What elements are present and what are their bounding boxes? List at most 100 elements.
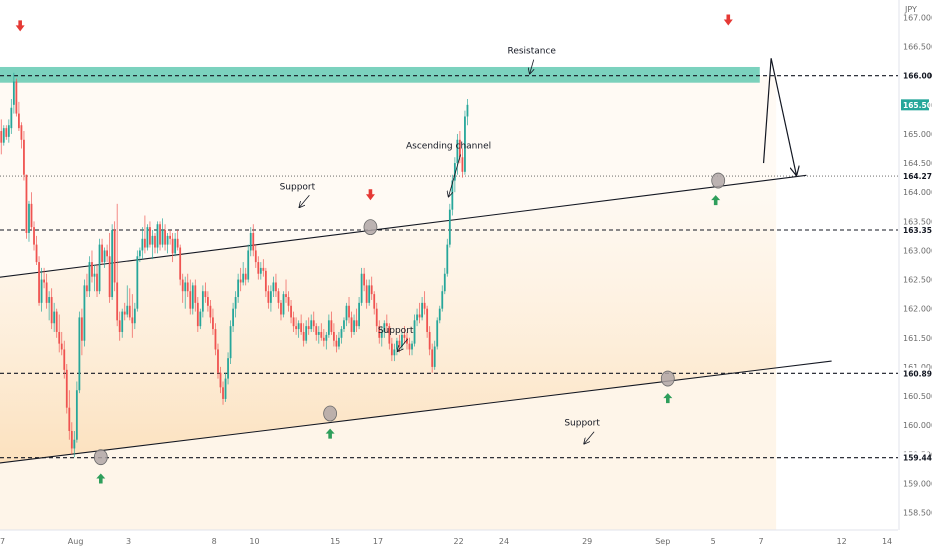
down-arrow-icon [723, 14, 733, 26]
candle-body [25, 174, 28, 233]
candle [385, 314, 388, 332]
candle [111, 224, 114, 300]
candle [302, 323, 305, 347]
down-arrow-icon [15, 20, 25, 32]
annotation-label: Resistance [507, 47, 556, 57]
candle-body [63, 349, 66, 370]
candle-body [325, 334, 328, 341]
current-level-badge-text: 164.277 [903, 172, 932, 181]
y-tick-label: 161.000 [903, 363, 932, 372]
candle [194, 279, 197, 312]
candle [81, 308, 83, 356]
candle-body [156, 224, 159, 248]
candle [426, 305, 429, 338]
candle [15, 78, 18, 117]
candle-body [234, 297, 237, 309]
x-tick-label: 5 [711, 537, 716, 546]
candle [340, 326, 343, 344]
candle-body [227, 358, 229, 379]
candle-body [333, 331, 335, 341]
annotation-leader [584, 431, 595, 444]
candle [141, 227, 144, 260]
candle [68, 390, 71, 440]
candle [98, 238, 101, 295]
candle [282, 291, 285, 318]
candle [262, 259, 265, 277]
touch-circle [711, 172, 726, 189]
candle [149, 221, 151, 248]
candle [421, 297, 423, 321]
candle-body [290, 305, 292, 318]
candle-body [398, 340, 401, 347]
candle-body [421, 302, 423, 318]
lower-level-badge [901, 452, 929, 464]
current-level-badge [901, 170, 929, 182]
candle-body [461, 157, 464, 172]
candle-body [222, 387, 224, 399]
candle [86, 273, 88, 298]
candle [461, 148, 464, 178]
candle-body [393, 349, 396, 356]
candle [368, 279, 371, 306]
candle [370, 276, 373, 300]
candle-body [154, 235, 156, 248]
candle [443, 267, 446, 295]
candle [353, 314, 355, 335]
candle-body [58, 331, 61, 344]
candle [101, 238, 103, 265]
candle [156, 221, 159, 254]
candle-body [7, 125, 10, 137]
candle [154, 232, 156, 254]
candle-body [239, 279, 242, 283]
candle [18, 101, 20, 132]
candle-body [262, 267, 265, 271]
candle [45, 273, 48, 309]
candle-body [28, 203, 30, 233]
candle [403, 326, 406, 344]
candle-body [93, 273, 96, 277]
candle-body [297, 323, 300, 330]
candle-body [259, 267, 262, 274]
candle-body [204, 291, 207, 298]
candle [38, 256, 40, 306]
x-tick-label: 24 [499, 537, 509, 546]
candle [65, 364, 68, 414]
candle-body [149, 227, 151, 245]
candle [0, 119, 3, 155]
y-tick-label: 162.000 [903, 305, 932, 314]
candle-body [159, 224, 161, 245]
candle [53, 302, 56, 332]
candle-body [18, 113, 20, 129]
candle [333, 323, 335, 347]
y-tick-label: 162.500 [903, 276, 932, 285]
x-tick-label: 7 [758, 537, 763, 546]
candle [58, 314, 61, 353]
candle-body [138, 250, 141, 257]
candle [355, 308, 358, 332]
candle-body [199, 311, 202, 327]
candle [272, 276, 275, 298]
candle [315, 323, 318, 341]
candle [133, 302, 136, 330]
candle-body [438, 308, 441, 321]
candle-body [287, 297, 290, 306]
candle [239, 267, 242, 292]
candle [161, 218, 164, 248]
annotation-leader [530, 59, 534, 74]
upper-band-fill [0, 75, 777, 278]
y-tick-label: 160.000 [903, 421, 932, 430]
candle [456, 133, 459, 175]
candle [327, 314, 330, 338]
candle [30, 192, 33, 231]
candle [448, 203, 451, 248]
candle [144, 215, 146, 254]
candle-body [88, 262, 91, 292]
candle-body [207, 297, 209, 306]
candle [199, 308, 202, 330]
up-arrow-icon [711, 195, 721, 206]
candle-body [73, 439, 76, 449]
candle-body [144, 238, 146, 248]
candle [23, 131, 25, 181]
y-tick-label: 164.500 [903, 159, 932, 168]
